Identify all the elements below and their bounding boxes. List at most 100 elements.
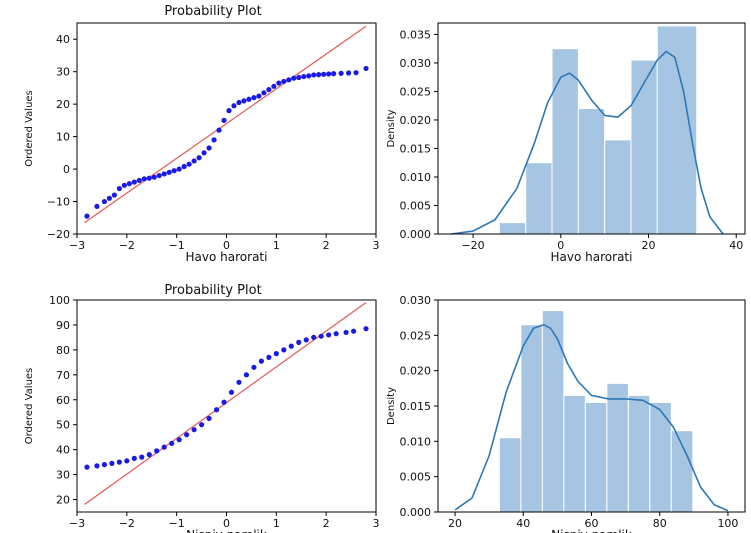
panel-3-point-17 xyxy=(206,415,212,422)
panel-3-point-25 xyxy=(266,354,272,360)
panel-4-hist-bar-3 xyxy=(541,310,565,513)
panel-2-ytick-label-1: 0.000 xyxy=(400,228,432,241)
panel-1-point-20 xyxy=(186,161,192,167)
panel-1-point-15 xyxy=(161,171,167,177)
panel-2-hist-bar-1 xyxy=(498,222,527,235)
panel-1-point-27 xyxy=(221,117,227,123)
panel-3-point-14 xyxy=(184,432,190,438)
panel-2-hist-bar-6 xyxy=(630,59,658,235)
panel-4-hist-bar-4 xyxy=(563,394,586,513)
panel-1-ytick-label-7: 40 xyxy=(56,33,70,46)
panel-4-ytick-label-5: 0.020 xyxy=(400,365,432,378)
panel-1-point-2 xyxy=(94,203,100,210)
panel-2-ytick-label-7: 0.030 xyxy=(400,57,432,70)
panel-3-point-35 xyxy=(343,329,349,336)
panel-1-point-53 xyxy=(363,65,369,72)
panel-2-hist-bar-2 xyxy=(525,162,553,235)
panel-1-xlabel: Havo harorati xyxy=(186,250,268,264)
panel-3-point-3 xyxy=(101,462,108,468)
panel-4-ytick-label-1: 0.000 xyxy=(400,506,432,519)
panel-1-point-8 xyxy=(126,181,132,187)
panel-2-xtick-label-2: 0 xyxy=(557,239,564,252)
panel-4-hist-bar-9 xyxy=(670,430,694,513)
panel-2-ytick-label-2: 0.005 xyxy=(400,199,432,212)
panel-1-point-5 xyxy=(111,192,117,198)
panel-3-axes-frame xyxy=(76,299,377,513)
panel-3-point-36 xyxy=(350,328,357,334)
panel-3-xtick-label-7: 3 xyxy=(373,517,380,530)
panel-1-point-23 xyxy=(201,150,207,156)
panel-1-point-34 xyxy=(256,93,262,99)
panel-1-point-25 xyxy=(211,137,217,143)
panel-1-ylabel: Ordered Values xyxy=(24,90,35,167)
panel-1-point-14 xyxy=(156,172,162,179)
panel-1-point-37 xyxy=(271,83,277,89)
panel-3-point-28 xyxy=(288,343,294,349)
panel-3-point-15 xyxy=(191,427,197,433)
panel-2-xtick-label-1: −20 xyxy=(461,239,484,252)
panel-3-ytick-label-1: 20 xyxy=(56,494,70,507)
panel-4-ytick-label-2: 0.005 xyxy=(400,471,432,484)
panel-3-ytick-label-7: 80 xyxy=(56,344,70,357)
panel-3-ytick-label-8: 90 xyxy=(56,319,70,332)
panel-3-ylabel: Ordered Values xyxy=(24,368,35,445)
panel-1-axes-frame xyxy=(76,22,377,235)
panel-1-point-12 xyxy=(146,175,152,181)
panel-1-xtick-label-3: −1 xyxy=(169,239,185,252)
panel-3-title: Probability Plot xyxy=(164,283,262,298)
panel-4-hist-bar-1 xyxy=(498,437,522,513)
panel-3-point-10 xyxy=(154,448,160,454)
panel-1-ytick-label-1: −20 xyxy=(47,228,70,241)
panel-1-point-13 xyxy=(151,174,157,180)
panel-1-point-48 xyxy=(326,71,332,77)
panel-1-point-50 xyxy=(338,70,344,76)
panel-4-hist-bar-2 xyxy=(520,324,543,513)
panel-3-point-29 xyxy=(296,339,302,345)
panel-2-ylabel: Density xyxy=(386,109,397,147)
panel-1-point-52 xyxy=(353,70,359,76)
panel-4-ytick-label-7: 0.030 xyxy=(400,294,432,307)
panel-4-xtick-label-3: 60 xyxy=(585,517,599,530)
panel-3-point-23 xyxy=(251,364,257,370)
panel-1-point-39 xyxy=(281,78,287,85)
panel-4-hist-bar-8 xyxy=(649,401,672,513)
panel-1-point-4 xyxy=(106,195,112,201)
panel-1-point-19 xyxy=(181,163,187,170)
panel-4-xtick-label-4: 80 xyxy=(653,517,667,530)
panel-3-point-11 xyxy=(161,444,167,450)
panel-3-xlabel: Nispiy namlik xyxy=(186,528,267,533)
panel-1-point-35 xyxy=(261,90,267,96)
panel-3-point-20 xyxy=(228,389,235,395)
panel-1-point-17 xyxy=(171,168,177,174)
panel-1-point-3 xyxy=(101,198,108,205)
panel-3-ytick-label-2: 30 xyxy=(56,469,70,482)
panel-3-xtick-label-1: −3 xyxy=(69,517,85,530)
panel-1-xtick-label-7: 3 xyxy=(373,239,380,252)
panel-3-point-4 xyxy=(109,460,115,466)
panel-1-point-6 xyxy=(116,185,122,192)
panel-2-xtick-label-3: 20 xyxy=(642,239,656,252)
panel-1-point-18 xyxy=(176,166,182,172)
panel-3-point-27 xyxy=(281,347,287,353)
panel-1-point-51 xyxy=(345,70,352,76)
panel-1-title: Probability Plot xyxy=(164,4,262,19)
panel-3-point-8 xyxy=(139,454,145,460)
panel-3-point-31 xyxy=(311,334,317,341)
panel-3-ytick-label-5: 60 xyxy=(56,394,70,407)
panel-4-hist-bar-6 xyxy=(606,382,629,513)
panel-3-xtick-label-2: −2 xyxy=(119,517,135,530)
panel-1-point-29 xyxy=(231,103,237,109)
panel-2-hist-bar-4 xyxy=(577,108,606,235)
panel-2-xtick-label-4: 40 xyxy=(729,239,743,252)
panel-3-point-5 xyxy=(116,459,122,465)
panel-4-ytick-label-4: 0.015 xyxy=(400,400,432,413)
panel-4-xtick-label-1: 20 xyxy=(448,517,462,530)
panel-3-ytick-label-3: 40 xyxy=(56,444,70,457)
panel-4-kde-line xyxy=(454,323,729,512)
panel-1-point-22 xyxy=(196,155,202,161)
panel-3-xtick-label-4: 0 xyxy=(223,517,230,530)
panel-3-point-34 xyxy=(333,331,339,337)
panel-3-xtick-label-3: −1 xyxy=(169,517,185,530)
panel-3-point-32 xyxy=(318,333,324,339)
